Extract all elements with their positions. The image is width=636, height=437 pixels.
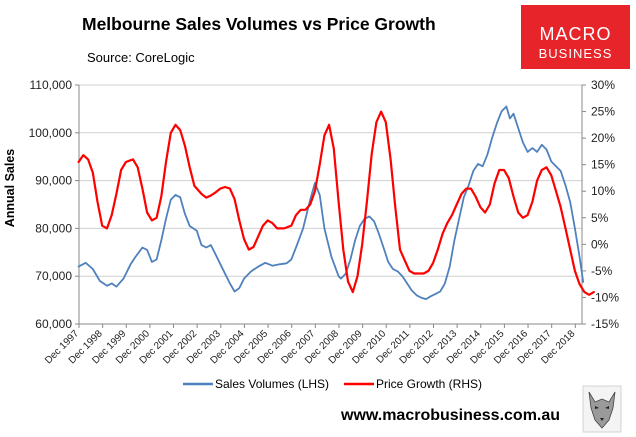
website-url: www.macrobusiness.com.au (340, 407, 560, 424)
series-line-sales-volumes (77, 105, 585, 300)
y-tick-label: 90,000 (35, 174, 72, 188)
macrobusiness-logo: MACRO BUSINESS (521, 5, 630, 69)
y-axis-right-ticks: -15% -10% -5% 0% 5% 10% 15% 20% 25% 30% (582, 78, 619, 331)
chart-title: Melbourne Sales Volumes vs Price Growth (82, 14, 436, 34)
legend: Sales Volumes (LHS) Price Growth (RHS) (183, 377, 482, 391)
y2-tick-label: -10% (591, 290, 619, 304)
series-line-price-growth (77, 110, 595, 296)
y-tick-label: 70,000 (35, 269, 72, 283)
y-tick-label: 100,000 (29, 126, 73, 140)
y2-tick-label: 25% (591, 105, 615, 119)
y2-tick-label: 5% (591, 211, 609, 225)
legend-label-price-growth: Price Growth (RHS) (376, 377, 482, 391)
chart-subtitle: Source: CoreLogic (87, 50, 195, 65)
y2-tick-label: -5% (591, 264, 613, 278)
logo-text-business: BUSINESS (539, 46, 613, 61)
y2-tick-label: 15% (591, 158, 615, 172)
logo-text-macro: MACRO (540, 24, 612, 44)
y2-tick-label: 10% (591, 184, 615, 198)
y-tick-label: 60,000 (35, 317, 72, 331)
axes (78, 85, 583, 325)
y-axis-left-ticks: 60,000 70,000 80,000 90,000 100,000 110,000 (29, 78, 79, 331)
y2-tick-label: 20% (591, 131, 615, 145)
y-axis-label: Annual Sales (3, 149, 17, 228)
gridlines (79, 84, 582, 325)
y-tick-label: 110,000 (30, 78, 73, 92)
wolf-icon (582, 385, 622, 433)
logo-background (521, 5, 630, 69)
legend-label-sales-volumes: Sales Volumes (LHS) (215, 377, 329, 391)
series-lines (77, 105, 595, 300)
y2-tick-label: 30% (591, 78, 615, 92)
y2-tick-label: 0% (591, 237, 609, 251)
y-tick-label: 80,000 (35, 221, 72, 235)
y2-tick-label: -15% (591, 317, 619, 331)
